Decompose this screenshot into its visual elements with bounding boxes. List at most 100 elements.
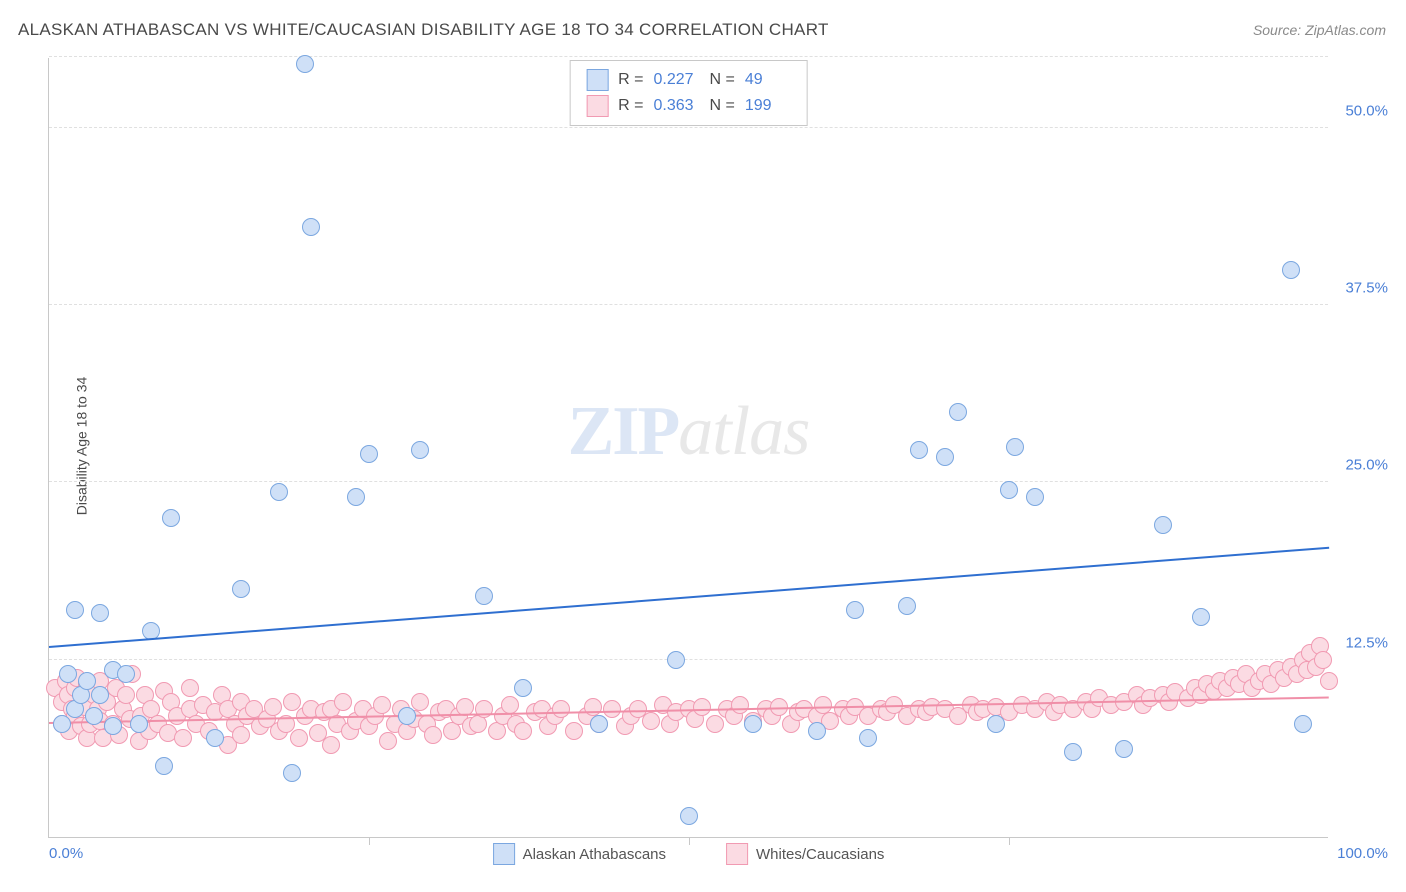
stats-n-label-2: N = <box>710 93 735 119</box>
scatter-point <box>949 403 967 421</box>
scatter-point <box>744 715 762 733</box>
scatter-point <box>501 696 519 714</box>
scatter-point <box>360 445 378 463</box>
scatter-point <box>296 55 314 73</box>
scatter-point <box>1320 672 1338 690</box>
scatter-point <box>85 707 103 725</box>
gridline <box>49 127 1328 128</box>
scatter-point <box>290 729 308 747</box>
scatter-point <box>936 448 954 466</box>
y-tick-label: 25.0% <box>1345 457 1388 474</box>
scatter-point <box>603 700 621 718</box>
stats-swatch-2 <box>586 95 608 117</box>
scatter-point <box>1000 481 1018 499</box>
stats-n-value-1: 49 <box>745 67 791 93</box>
legend-swatch-1 <box>493 843 515 865</box>
scatter-point <box>53 715 71 733</box>
plot-area: ZIPatlas R = 0.227 N = 49 R = 0.363 N = … <box>48 58 1328 838</box>
scatter-point <box>706 715 724 733</box>
scatter-point <box>693 698 711 716</box>
scatter-point <box>66 601 84 619</box>
scatter-point <box>283 764 301 782</box>
scatter-point <box>642 712 660 730</box>
chart-title: ALASKAN ATHABASCAN VS WHITE/CAUCASIAN DI… <box>18 20 829 40</box>
x-tick-mark <box>369 837 370 845</box>
watermark: ZIPatlas <box>568 392 810 472</box>
stats-row-1: R = 0.227 N = 49 <box>586 67 791 93</box>
scatter-point <box>1115 740 1133 758</box>
legend-swatch-2 <box>726 843 748 865</box>
scatter-point <box>130 715 148 733</box>
scatter-point <box>411 441 429 459</box>
scatter-point <box>1314 651 1332 669</box>
gridline <box>49 481 1328 482</box>
scatter-point <box>910 441 928 459</box>
scatter-point <box>590 715 608 733</box>
scatter-point <box>264 698 282 716</box>
scatter-point <box>411 693 429 711</box>
stats-r-value-1: 0.227 <box>654 67 700 93</box>
scatter-point <box>373 696 391 714</box>
x-tick-right: 100.0% <box>1337 845 1388 862</box>
gridline <box>49 659 1328 660</box>
y-tick-label: 37.5% <box>1345 280 1388 297</box>
scatter-point <box>117 686 135 704</box>
scatter-point <box>731 696 749 714</box>
scatter-point <box>475 587 493 605</box>
stats-r-value-2: 0.363 <box>654 93 700 119</box>
legend: Alaskan Athabascans Whites/Caucasians <box>493 843 885 865</box>
stats-box: R = 0.227 N = 49 R = 0.363 N = 199 <box>569 60 808 126</box>
scatter-point <box>846 601 864 619</box>
scatter-point <box>514 722 532 740</box>
scatter-point <box>347 488 365 506</box>
stats-n-value-2: 199 <box>745 93 791 119</box>
scatter-point <box>424 726 442 744</box>
source-attribution: Source: ZipAtlas.com <box>1253 22 1386 38</box>
x-tick-mark <box>689 837 690 845</box>
stats-row-2: R = 0.363 N = 199 <box>586 93 791 119</box>
scatter-point <box>104 717 122 735</box>
scatter-point <box>514 679 532 697</box>
y-tick-label: 12.5% <box>1345 634 1388 651</box>
scatter-point <box>565 722 583 740</box>
scatter-point <box>667 651 685 669</box>
gridline <box>49 56 1328 57</box>
watermark-atlas: atlas <box>678 393 809 470</box>
x-tick-mark <box>1009 837 1010 845</box>
scatter-point <box>859 729 877 747</box>
legend-item-2: Whites/Caucasians <box>726 843 884 865</box>
scatter-point <box>270 483 288 501</box>
scatter-point <box>322 736 340 754</box>
stats-r-label-2: R = <box>618 93 643 119</box>
scatter-point <box>232 726 250 744</box>
scatter-point <box>174 729 192 747</box>
scatter-point <box>1294 715 1312 733</box>
scatter-point <box>1006 438 1024 456</box>
scatter-point <box>1064 743 1082 761</box>
scatter-point <box>232 580 250 598</box>
scatter-point <box>91 686 109 704</box>
scatter-point <box>181 679 199 697</box>
legend-label-1: Alaskan Athabascans <box>523 846 666 863</box>
scatter-point <box>1192 608 1210 626</box>
scatter-point <box>1154 516 1172 534</box>
scatter-point <box>59 665 77 683</box>
scatter-point <box>475 700 493 718</box>
legend-item-1: Alaskan Athabascans <box>493 843 666 865</box>
scatter-point <box>379 732 397 750</box>
y-tick-label: 50.0% <box>1345 102 1388 119</box>
chart-container: ALASKAN ATHABASCAN VS WHITE/CAUCASIAN DI… <box>0 0 1406 892</box>
scatter-point <box>987 715 1005 733</box>
scatter-point <box>162 509 180 527</box>
scatter-point <box>552 700 570 718</box>
scatter-point <box>155 757 173 775</box>
stats-r-label-1: R = <box>618 67 643 93</box>
scatter-point <box>206 729 224 747</box>
scatter-point <box>334 693 352 711</box>
scatter-point <box>302 218 320 236</box>
watermark-zip: ZIP <box>568 393 679 470</box>
scatter-point <box>91 604 109 622</box>
scatter-point <box>1282 261 1300 279</box>
scatter-point <box>398 707 416 725</box>
x-tick-left: 0.0% <box>49 845 83 862</box>
